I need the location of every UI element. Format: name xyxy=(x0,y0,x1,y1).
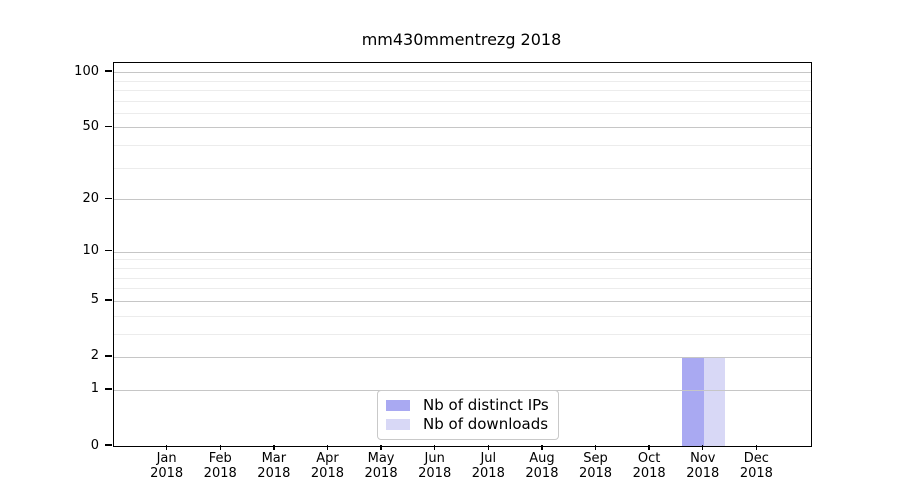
x-tick-mark xyxy=(219,445,221,450)
gridline-major xyxy=(114,300,811,302)
bar-downloads-nov xyxy=(703,356,726,446)
gridline-minor xyxy=(114,267,811,269)
x-tick-month: Jan xyxy=(156,451,177,466)
gridline-minor xyxy=(114,80,811,82)
x-tick-month: Jun xyxy=(424,451,445,466)
y-tick-mark xyxy=(105,70,112,72)
gridline-minor xyxy=(114,112,811,114)
x-tick-year: 2018 xyxy=(257,466,291,481)
x-tick-mark xyxy=(433,445,436,450)
x-tick-month: Sep xyxy=(583,451,608,466)
y-axis-tick-label: 0 xyxy=(90,437,99,453)
x-tick-month: Aug xyxy=(529,451,555,466)
x-tick-mark xyxy=(541,445,543,450)
y-tick-mark xyxy=(105,197,112,200)
y-tick-mark xyxy=(105,355,112,357)
gridline-minor xyxy=(114,100,811,102)
x-tick-month: Feb xyxy=(208,451,232,466)
x-tick-year: 2018 xyxy=(310,466,344,481)
x-axis-tick-label: Apr 2018 xyxy=(299,451,355,481)
x-axis-tick-label: Feb 2018 xyxy=(192,451,248,481)
x-tick-year: 2018 xyxy=(578,466,613,481)
x-tick-year: 2018 xyxy=(739,466,773,481)
y-tick-mark xyxy=(105,299,112,301)
x-axis-tick-label: May 2018 xyxy=(353,451,409,481)
bar-distinct-ips-nov xyxy=(682,356,704,446)
x-axis-tick-label: Sep 2018 xyxy=(568,451,624,481)
gridline-minor xyxy=(114,315,811,317)
x-tick-mark xyxy=(487,445,489,450)
x-tick-month: Oct xyxy=(637,451,661,466)
x-tick-mark xyxy=(594,445,597,450)
y-axis-tick-label: 100 xyxy=(74,63,99,79)
x-axis-tick-label: Mar 2018 xyxy=(246,451,302,481)
x-tick-year: 2018 xyxy=(686,466,720,481)
x-tick-mark xyxy=(165,445,168,450)
gridline-minor xyxy=(114,277,811,279)
x-tick-mark xyxy=(326,445,329,450)
x-tick-year: 2018 xyxy=(471,466,505,481)
y-axis-tick-label: 50 xyxy=(82,118,99,134)
x-tick-mark xyxy=(755,445,758,450)
plot-area xyxy=(113,62,812,447)
y-tick-mark xyxy=(105,444,112,446)
x-tick-month: Apr xyxy=(316,451,339,466)
y-tick-mark xyxy=(105,388,112,390)
x-tick-mark xyxy=(380,445,382,450)
x-tick-month: May xyxy=(367,451,395,466)
x-axis-tick-label: Aug 2018 xyxy=(514,451,570,481)
x-axis-tick-label: Oct 2018 xyxy=(621,451,677,481)
gridline-minor xyxy=(114,167,811,169)
chart-title: mm430mmentrezg 2018 xyxy=(361,30,562,49)
gridline-minor xyxy=(114,333,811,335)
gridline-major xyxy=(114,251,811,253)
legend-label: Nb of distinct IPs xyxy=(423,396,549,414)
gridline-major xyxy=(114,199,811,201)
legend-row: Nb of downloads xyxy=(386,415,549,434)
gridline-minor xyxy=(114,89,811,91)
x-tick-month: Jul xyxy=(480,451,497,466)
gridline-major xyxy=(114,127,811,129)
x-tick-mark xyxy=(702,445,704,450)
y-axis-tick-label: 10 xyxy=(82,243,99,259)
x-tick-year: 2018 xyxy=(150,466,184,481)
x-axis-tick-label: Jun 2018 xyxy=(407,451,463,481)
legend-label: Nb of downloads xyxy=(423,415,549,433)
x-axis-tick-label: Jan 2018 xyxy=(139,451,195,481)
x-tick-year: 2018 xyxy=(632,466,666,481)
gridline-minor xyxy=(114,145,811,147)
x-tick-year: 2018 xyxy=(364,466,398,481)
gridline-major xyxy=(114,356,811,358)
x-tick-mark xyxy=(648,445,650,450)
y-tick-mark xyxy=(105,250,112,252)
x-tick-year: 2018 xyxy=(418,466,452,481)
y-axis-tick-label: 1 xyxy=(90,381,99,397)
x-tick-month: Dec xyxy=(743,451,769,466)
x-tick-mark xyxy=(273,445,275,450)
legend-swatch xyxy=(386,419,410,430)
x-tick-month: Nov xyxy=(690,451,716,466)
x-tick-year: 2018 xyxy=(525,466,559,481)
y-axis-tick-label: 20 xyxy=(82,190,99,206)
x-axis-tick-label: Jul 2018 xyxy=(460,451,516,481)
x-tick-month: Mar xyxy=(261,451,287,466)
y-axis-tick-label: 2 xyxy=(90,348,99,364)
y-axis-tick-label: 5 xyxy=(90,292,99,308)
legend-swatch xyxy=(386,400,410,411)
legend-row: Nb of distinct IPs xyxy=(386,396,549,415)
gridline-minor xyxy=(114,288,811,290)
x-tick-year: 2018 xyxy=(203,466,237,481)
x-axis-tick-label: Dec 2018 xyxy=(728,451,784,481)
x-axis-tick-label: Nov 2018 xyxy=(675,451,731,481)
y-tick-mark xyxy=(105,125,112,128)
legend: Nb of distinct IPs Nb of downloads xyxy=(377,390,559,440)
gridline-major xyxy=(114,72,811,74)
gridline-minor xyxy=(114,259,811,261)
